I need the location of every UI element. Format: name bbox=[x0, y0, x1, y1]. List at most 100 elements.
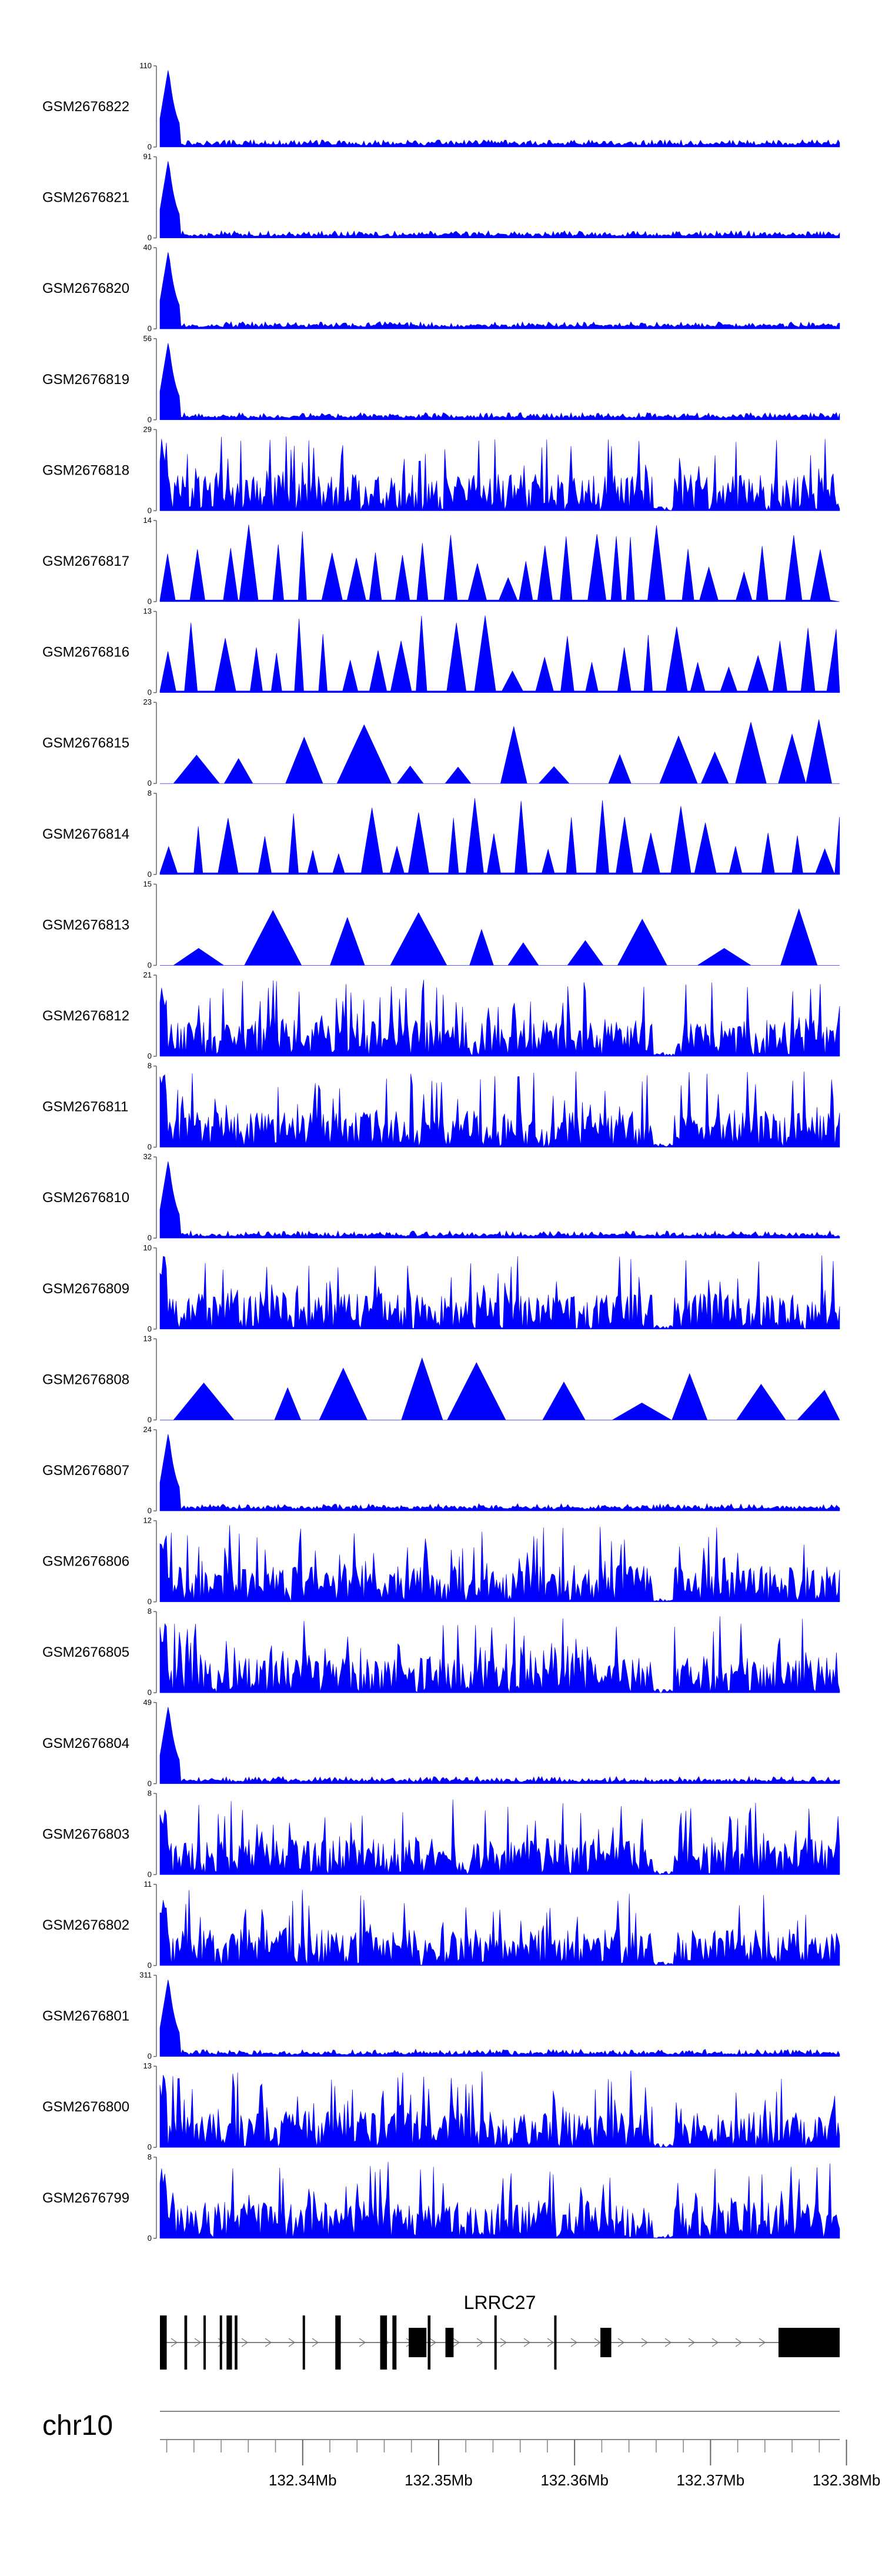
coverage-area bbox=[159, 798, 840, 875]
y-max-label: 10 bbox=[143, 1243, 152, 1252]
track-label: GSM2676817 bbox=[42, 553, 129, 569]
strand-arrow bbox=[547, 2338, 554, 2347]
track-GSM2676805: GSM2676805 8 0 bbox=[42, 1607, 840, 1697]
y-max-label: 15 bbox=[143, 879, 152, 888]
strand-arrow bbox=[241, 2338, 249, 2347]
track-GSM2676800: GSM2676800 13 0 bbox=[42, 2061, 840, 2151]
coverage-area bbox=[160, 719, 840, 784]
y-max-label: 8 bbox=[148, 1788, 152, 1797]
track-label: GSM2676804 bbox=[42, 1736, 129, 1751]
strand-arrow bbox=[171, 2338, 178, 2347]
track-GSM2676814: GSM2676814 8 0 bbox=[42, 789, 840, 879]
y-min-label: 0 bbox=[148, 1870, 152, 1878]
coverage-area bbox=[159, 1255, 840, 1330]
coverage-area bbox=[159, 615, 840, 693]
y-max-label: 32 bbox=[143, 1152, 152, 1161]
coverage-area bbox=[159, 252, 840, 329]
track-label: GSM2676822 bbox=[42, 99, 129, 115]
genome-axis: chr10 132.34Mb 132.35Mb 132.36Mb 132.37Mb 132… bbox=[42, 2410, 880, 2489]
strand-arrow bbox=[594, 2338, 602, 2347]
track-GSM2676811: GSM2676811 8 0 bbox=[42, 1062, 840, 1152]
coverage-area bbox=[159, 343, 840, 421]
coverage-area bbox=[159, 2070, 840, 2148]
exon-8 bbox=[335, 2315, 341, 2370]
y-min-label: 0 bbox=[148, 1688, 152, 1697]
coverage-area bbox=[159, 436, 840, 512]
strand-arrow bbox=[359, 2338, 366, 2347]
track-GSM2676806: GSM2676806 12 0 bbox=[42, 1516, 840, 1606]
y-max-label: 8 bbox=[148, 2153, 152, 2161]
chromosome-label: chr10 bbox=[42, 2410, 113, 2441]
coverage-area bbox=[160, 1357, 840, 1420]
coverage-area bbox=[159, 1161, 840, 1239]
track-label: GSM2676815 bbox=[42, 735, 129, 751]
strand-arrow bbox=[523, 2338, 531, 2347]
track-GSM2676807: GSM2676807 24 0 bbox=[42, 1425, 840, 1515]
gene-model-track: LRRC27 bbox=[160, 2292, 840, 2370]
coverage-area bbox=[159, 1071, 840, 1148]
y-min-label: 0 bbox=[148, 870, 152, 879]
y-max-label: 13 bbox=[143, 2061, 152, 2070]
track-GSM2676804: GSM2676804 49 0 bbox=[42, 1698, 840, 1788]
y-max-label: 56 bbox=[143, 334, 152, 343]
track-GSM2676809: GSM2676809 10 0 bbox=[42, 1243, 840, 1333]
track-label: GSM2676814 bbox=[42, 826, 129, 842]
strand-arrow bbox=[453, 2338, 460, 2347]
y-max-label: 13 bbox=[143, 607, 152, 616]
track-GSM2676815: GSM2676815 23 0 bbox=[42, 698, 840, 788]
y-min-label: 0 bbox=[148, 1324, 152, 1333]
y-min-label: 0 bbox=[148, 1779, 152, 1788]
track-label: GSM2676809 bbox=[42, 1281, 129, 1297]
y-max-label: 8 bbox=[148, 1062, 152, 1070]
track-label: GSM2676802 bbox=[42, 1917, 129, 1933]
y-min-label: 0 bbox=[148, 779, 152, 788]
x-tick-label: 132.37Mb bbox=[677, 2471, 745, 2489]
coverage-area bbox=[159, 1707, 840, 1784]
y-min-label: 0 bbox=[148, 2234, 152, 2243]
track-GSM2676803: GSM2676803 8 0 bbox=[42, 1788, 840, 1878]
y-max-label: 110 bbox=[139, 61, 152, 70]
exon-12 bbox=[427, 2315, 431, 2370]
y-max-label: 29 bbox=[143, 425, 152, 433]
coverage-area bbox=[159, 2161, 840, 2239]
strand-arrow bbox=[617, 2338, 625, 2347]
track-GSM2676816: GSM2676816 13 0 bbox=[42, 607, 840, 697]
track-label: GSM2676820 bbox=[42, 281, 129, 296]
x-tick-label: 132.36Mb bbox=[540, 2471, 609, 2489]
strand-arrow bbox=[570, 2338, 578, 2347]
y-min-label: 0 bbox=[148, 233, 152, 242]
track-label: GSM2676799 bbox=[42, 2190, 129, 2206]
gene-label: LRRC27 bbox=[464, 2292, 536, 2313]
strand-arrow bbox=[500, 2338, 507, 2347]
coverage-area bbox=[159, 161, 840, 238]
y-min-label: 0 bbox=[148, 1506, 152, 1515]
track-label: GSM2676810 bbox=[42, 1190, 129, 1206]
strand-arrow bbox=[735, 2338, 743, 2347]
exon-1 bbox=[160, 2315, 167, 2370]
track-label: GSM2676812 bbox=[42, 1008, 129, 1024]
strand-arrow bbox=[641, 2338, 649, 2347]
y-max-label: 12 bbox=[143, 1516, 152, 1525]
track-GSM2676822: GSM2676822 110 0 bbox=[42, 61, 840, 151]
y-max-label: 24 bbox=[143, 1425, 152, 1434]
coverage-area bbox=[159, 1980, 840, 2057]
track-GSM2676820: GSM2676820 40 0 bbox=[42, 243, 840, 333]
y-min-label: 0 bbox=[148, 1143, 152, 1152]
coverage-area bbox=[159, 1890, 840, 1966]
exon-14 bbox=[494, 2315, 497, 2370]
exon-2 bbox=[184, 2315, 188, 2370]
exon-11 bbox=[409, 2328, 427, 2357]
strand-arrow bbox=[312, 2338, 319, 2347]
strand-arrow bbox=[476, 2338, 484, 2347]
track-label: GSM2676808 bbox=[42, 1372, 129, 1387]
track-GSM2676799: GSM2676799 8 0 bbox=[42, 2153, 840, 2243]
track-label: GSM2676805 bbox=[42, 1644, 129, 1660]
coverage-area bbox=[160, 908, 840, 966]
y-min-label: 0 bbox=[148, 415, 152, 424]
track-GSM2676812: GSM2676812 21 0 bbox=[42, 970, 840, 1060]
x-tick-label: 132.34Mb bbox=[269, 2471, 337, 2489]
y-min-label: 0 bbox=[148, 2052, 152, 2061]
track-GSM2676821: GSM2676821 91 0 bbox=[42, 152, 840, 242]
exon-5 bbox=[226, 2315, 232, 2370]
exon-15 bbox=[554, 2315, 557, 2370]
